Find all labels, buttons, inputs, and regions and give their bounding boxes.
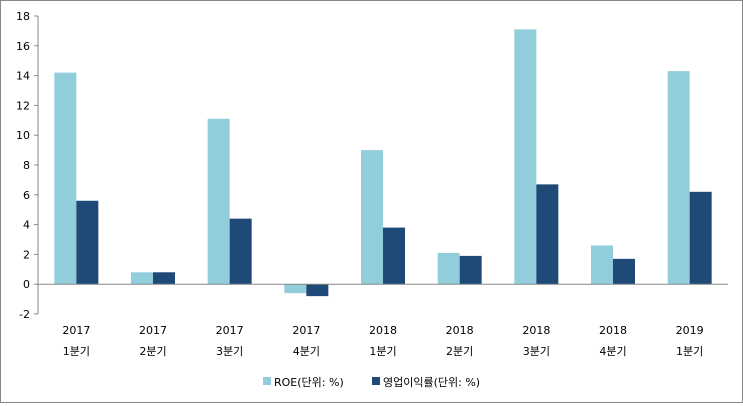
x-tick-label-year: 2017 bbox=[62, 324, 90, 337]
y-tick-label: 6 bbox=[23, 189, 30, 202]
x-tick-label-year: 2017 bbox=[139, 324, 167, 337]
bar-roe bbox=[591, 245, 613, 285]
x-tick-label-year: 2018 bbox=[446, 324, 474, 337]
legend-label: 영업이익률(단위: %) bbox=[383, 376, 480, 389]
legend-swatch bbox=[372, 377, 380, 385]
bar-roe bbox=[284, 284, 307, 294]
bar-roe bbox=[437, 252, 460, 285]
x-tick-label-year: 2017 bbox=[216, 324, 244, 337]
bar-operating-margin bbox=[306, 284, 329, 297]
x-tick-label-quarter: 3분기 bbox=[523, 345, 550, 358]
y-tick-label: 8 bbox=[23, 159, 30, 172]
bar-roe bbox=[667, 71, 690, 285]
y-tick-label: 2 bbox=[23, 248, 30, 261]
y-tick-label: 18 bbox=[16, 10, 30, 23]
bar-operating-margin bbox=[536, 184, 559, 285]
x-tick-label-year: 2019 bbox=[676, 324, 704, 337]
y-tick-label: -2 bbox=[19, 308, 30, 321]
y-tick-label: 14 bbox=[16, 70, 30, 83]
bar-roe bbox=[131, 272, 153, 285]
bar-operating-margin bbox=[383, 227, 405, 285]
y-tick-label: 4 bbox=[23, 219, 30, 232]
x-tick-label-quarter: 3분기 bbox=[216, 345, 243, 358]
x-tick-label-year: 2018 bbox=[599, 324, 627, 337]
bar-roe bbox=[207, 118, 230, 285]
bar-roe bbox=[514, 29, 537, 285]
bar-operating-margin bbox=[689, 191, 712, 285]
x-tick-label-quarter: 1분기 bbox=[63, 345, 90, 358]
bar-roe bbox=[54, 72, 77, 285]
x-tick-label-quarter: 4분기 bbox=[599, 345, 626, 358]
bar-operating-margin bbox=[459, 255, 482, 285]
bar-roe bbox=[361, 150, 383, 285]
bar-operating-margin bbox=[76, 200, 99, 285]
x-tick-label-quarter: 2분기 bbox=[446, 345, 473, 358]
x-tick-label-quarter: 2분기 bbox=[139, 345, 166, 358]
y-tick-label: 0 bbox=[23, 278, 30, 291]
bar-operating-margin bbox=[613, 258, 635, 285]
legend-swatch bbox=[263, 377, 271, 385]
bar-operating-margin bbox=[229, 218, 252, 285]
legend-label: ROE(단위: %) bbox=[274, 376, 344, 389]
x-tick-label-year: 2018 bbox=[369, 324, 397, 337]
x-tick-label-quarter: 1분기 bbox=[676, 345, 703, 358]
x-tick-label-year: 2017 bbox=[292, 324, 320, 337]
y-tick-label: 10 bbox=[16, 129, 30, 142]
x-tick-label-quarter: 4분기 bbox=[293, 345, 320, 358]
x-tick-label-quarter: 1분기 bbox=[369, 345, 396, 358]
bar-operating-margin bbox=[153, 272, 175, 285]
y-tick-label: 12 bbox=[16, 99, 30, 112]
y-tick-label: 16 bbox=[16, 40, 30, 53]
x-tick-label-year: 2018 bbox=[522, 324, 550, 337]
